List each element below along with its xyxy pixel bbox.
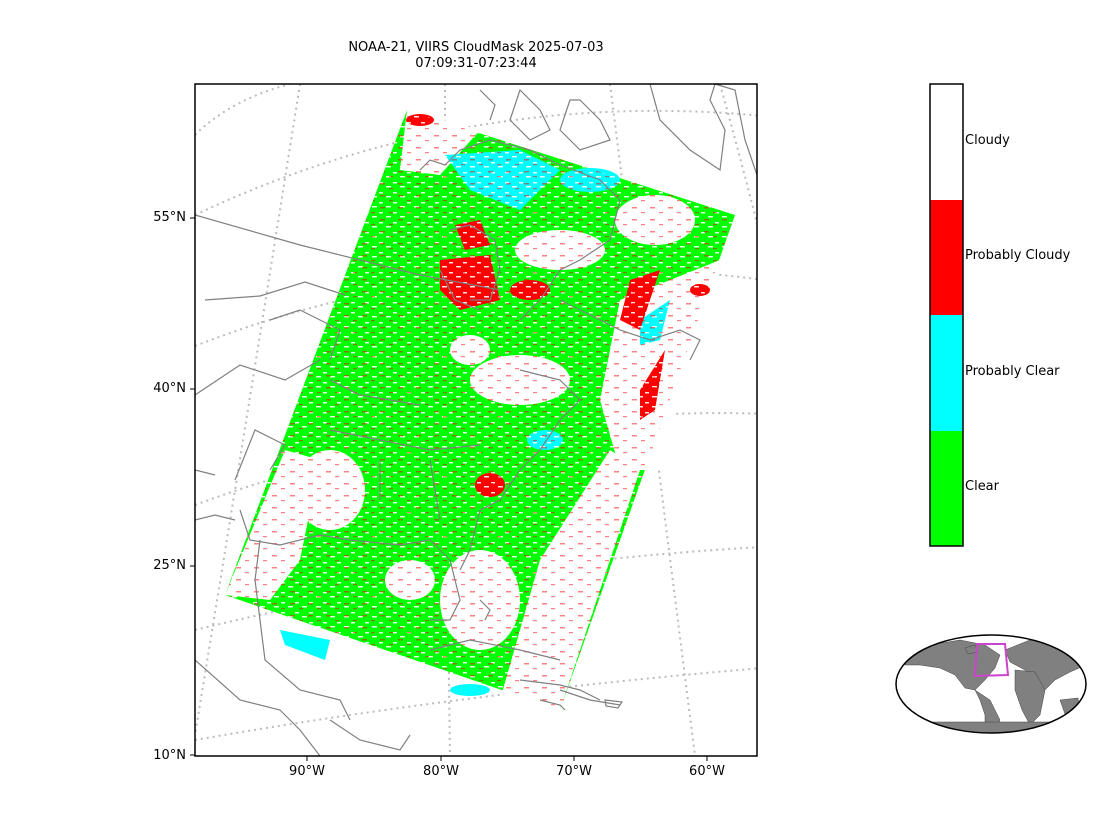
axis-ticks: [190, 217, 708, 761]
colorbar-probably-cloudy: [930, 200, 963, 315]
lat-label-55n: 55°N: [153, 210, 186, 225]
lon-label-90w: 90°W: [289, 764, 325, 779]
map-content: [195, 84, 757, 756]
lat-label-40n: 40°N: [153, 381, 186, 396]
legend-label-probably-cloudy: Probably Cloudy: [965, 248, 1071, 263]
legend-label-probably-clear: Probably Clear: [965, 364, 1060, 379]
colorbar-cloudy: [930, 84, 963, 200]
lat-label-10n: 10°N: [153, 748, 186, 763]
colorbar: [929, 83, 964, 547]
lon-label-70w: 70°W: [556, 764, 592, 779]
coastlines: [195, 84, 757, 756]
lon-label-60w: 60°W: [689, 764, 725, 779]
inset-world-map: [895, 634, 1087, 734]
map-title: NOAA-21, VIIRS CloudMask 2025-07-03 07:0…: [276, 40, 676, 72]
title-line2: 07:09:31-07:23:44: [415, 56, 537, 71]
lon-label-80w: 80°W: [423, 764, 459, 779]
colorbar-clear: [930, 431, 963, 546]
title-line1: NOAA-21, VIIRS CloudMask 2025-07-03: [348, 40, 604, 55]
lat-label-25n: 25°N: [153, 558, 186, 573]
colorbar-probably-clear: [930, 315, 963, 431]
legend-label-cloudy: Cloudy: [965, 133, 1010, 148]
inset-swath-box: [973, 643, 1010, 678]
legend-label-clear: Clear: [965, 479, 999, 494]
